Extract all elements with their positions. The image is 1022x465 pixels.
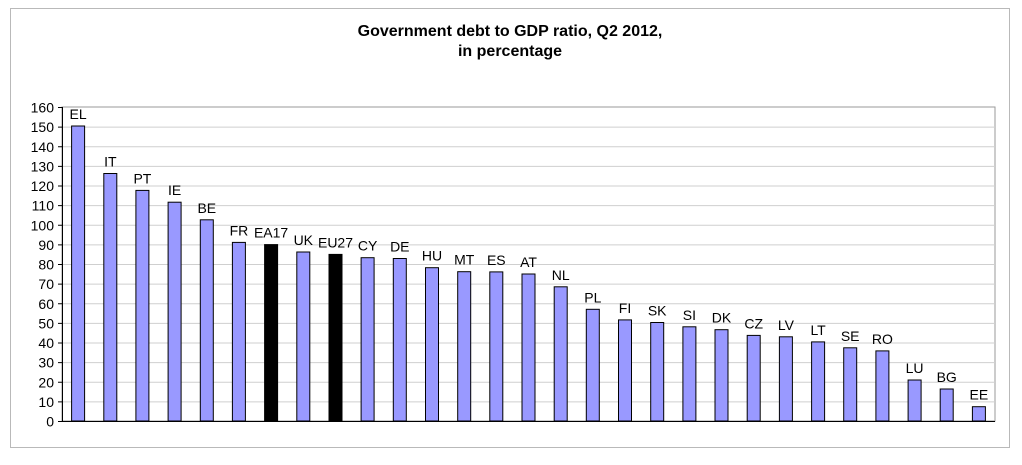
bar-label-pl: PL — [584, 289, 601, 305]
y-tick-label: 80 — [38, 257, 54, 273]
bar-mt — [457, 271, 472, 422]
bar-label-lv: LV — [778, 317, 795, 333]
bar-label-fi: FI — [619, 300, 631, 316]
bar-el — [71, 125, 86, 422]
bar-dk — [714, 329, 729, 422]
bar-ro — [875, 350, 890, 422]
bar-sk — [650, 322, 665, 422]
bar-fr — [231, 241, 246, 422]
bar-label-ee: EE — [970, 387, 989, 403]
bar-bg — [939, 388, 954, 422]
bar-lt — [811, 341, 826, 422]
bar-label-lt: LT — [810, 322, 826, 338]
y-tick-label: 140 — [31, 139, 55, 155]
bar-label-bg: BG — [937, 369, 957, 385]
bar-es — [489, 271, 504, 422]
y-tick-label: 30 — [38, 355, 54, 371]
bar-label-ie: IE — [168, 182, 181, 198]
bar-cz — [746, 334, 761, 422]
y-tick-label: 150 — [31, 119, 55, 135]
chart-title-block: Government debt to GDP ratio, Q2 2012, i… — [10, 22, 1010, 62]
y-tick-label: 60 — [38, 296, 54, 312]
chart-title: Government debt to GDP ratio, Q2 2012, — [357, 23, 663, 40]
bar-label-mt: MT — [454, 252, 475, 268]
y-tick-label: 70 — [38, 276, 54, 292]
bar-label-lu: LU — [906, 360, 924, 376]
bar-label-fr: FR — [230, 222, 249, 238]
y-tick-label: 120 — [31, 178, 55, 194]
y-tick-label: 100 — [31, 217, 55, 233]
bar-fi — [618, 319, 632, 422]
bar-label-sk: SK — [648, 303, 667, 319]
bar-label-ro: RO — [872, 331, 893, 347]
bar-de — [392, 258, 407, 422]
bar-label-at: AT — [520, 254, 537, 270]
y-tick-label: 40 — [38, 335, 54, 351]
bar-label-si: SI — [683, 307, 696, 323]
bar-label-eu27: EU27 — [318, 234, 353, 250]
bar-eu27 — [328, 253, 343, 422]
y-tick-label: 0 — [46, 414, 54, 430]
bar-se — [843, 347, 858, 422]
y-tick-label: 10 — [38, 394, 54, 410]
bar-hu — [425, 267, 439, 422]
y-tick-label: 110 — [32, 198, 55, 214]
bar-label-nl: NL — [552, 267, 570, 283]
bar-label-pt: PT — [133, 170, 151, 186]
bar-label-cz: CZ — [744, 315, 763, 331]
y-tick-label: 130 — [31, 158, 55, 174]
bar-lu — [907, 379, 922, 422]
axis-layer: 0 10 20 30 40 50 60 70 80 90 100 110 120 130 140 150 160 — [31, 100, 995, 430]
bar-cy — [360, 257, 375, 422]
bar-ee — [971, 406, 986, 422]
bar-si — [682, 326, 697, 422]
bar-lv — [778, 336, 793, 422]
y-tick-label: 90 — [38, 237, 54, 253]
bar-label-dk: DK — [712, 310, 732, 326]
bar-label-el: EL — [70, 106, 87, 122]
bar-label-es: ES — [487, 252, 506, 268]
bar-ie — [167, 201, 182, 422]
bar-nl — [553, 286, 568, 422]
bar-label-de: DE — [390, 239, 409, 255]
labels-layer: EL IT PT IE BE FR EA17 UK EU27 CY DE HU MT ES AT NL PL FI… — [70, 106, 989, 403]
bar-it — [103, 173, 118, 422]
bar-label-hu: HU — [422, 248, 442, 264]
bar-label-it: IT — [104, 154, 117, 170]
bar-pt — [135, 189, 150, 422]
bar-label-uk: UK — [294, 232, 314, 248]
bar-ea17 — [264, 244, 279, 422]
bar-uk — [296, 251, 311, 422]
bar-label-ea17: EA17 — [254, 225, 288, 241]
y-tick-label: 50 — [38, 315, 54, 331]
bar-at — [521, 273, 536, 422]
bar-label-be: BE — [197, 200, 216, 216]
bar-label-cy: CY — [358, 238, 378, 254]
bar-be — [199, 219, 214, 422]
bar-pl — [585, 308, 600, 422]
y-tick-label: 20 — [38, 374, 54, 390]
chart-subtitle: in percentage — [457, 43, 563, 60]
y-tick-label: 160 — [31, 100, 55, 116]
bar-label-se: SE — [841, 328, 860, 344]
